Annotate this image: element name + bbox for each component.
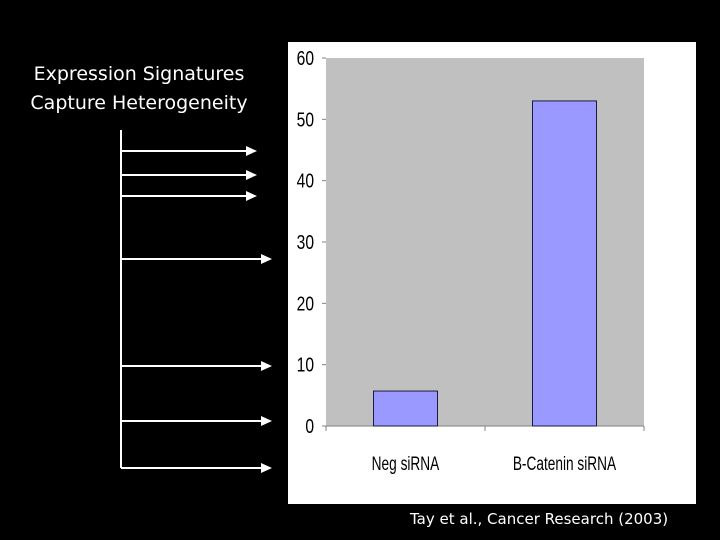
citation: Tay et al., Cancer Research (2003) [410,510,669,528]
slide-title: Expression Signatures Capture Heterogene… [0,60,278,118]
y-tick-label: 30 [297,231,314,253]
bar-chart: 0 10 20 30 40 50 60 Neg siRNA B-Catenin siRNA [297,47,645,475]
chart-panel: 0 10 20 30 40 50 60 Neg siRNA B-Catenin siRNA [288,42,696,504]
y-tick-label: 10 [297,354,314,376]
x-category-label: B-Catenin siRNA [513,453,616,475]
bar-1 [373,390,438,427]
y-tick-label: 40 [297,170,314,192]
y-tick-label: 50 [297,108,314,130]
arrow-head-3 [246,191,257,201]
arrow-head-4 [261,254,272,264]
x-category-label: Neg siRNA [372,453,440,475]
arrow-head-7 [261,463,272,473]
arrow-diagram [120,130,272,473]
arrow-head-1 [246,146,257,156]
y-tick-label: 0 [305,415,314,437]
y-tick-label: 60 [297,47,314,69]
arrow-head-6 [261,416,272,426]
slide-title-line-1: Expression Signatures [33,63,245,85]
slide-title-line-2: Capture Heterogeneity [30,92,248,114]
arrow-head-5 [261,361,272,371]
y-tick-label: 20 [297,292,314,314]
bar-2 [532,100,597,427]
arrow-head-2 [246,170,257,180]
